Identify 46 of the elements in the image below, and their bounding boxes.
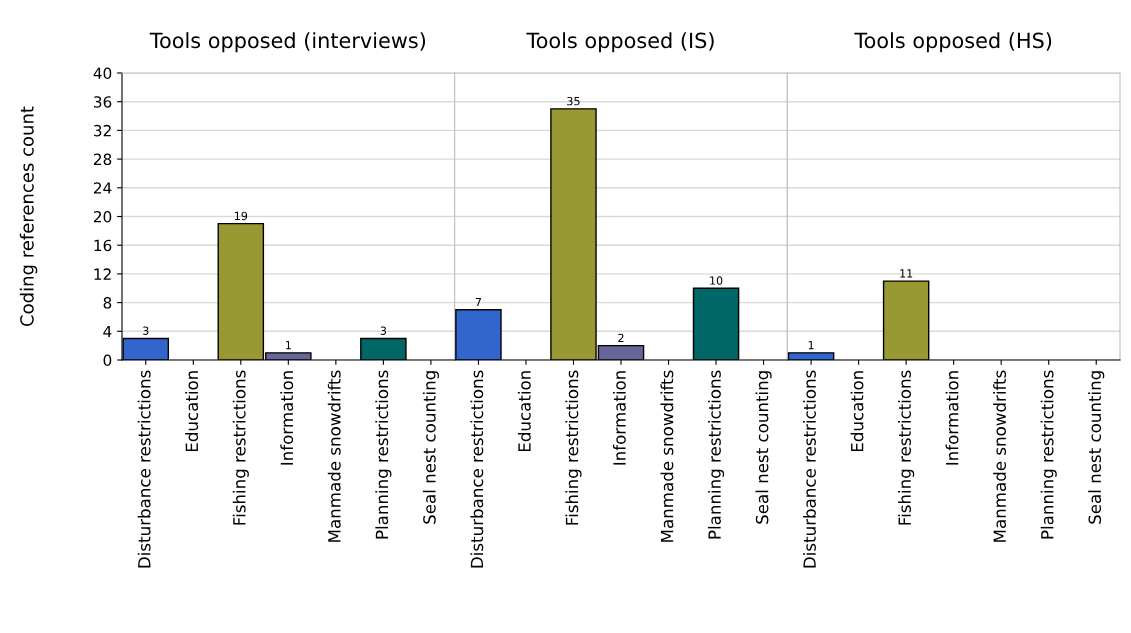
x-tick-label: Education (850, 371, 864, 452)
chart-title: Tools opposed (HS) (854, 32, 1052, 53)
y-tick-label: 24 (93, 182, 112, 194)
x-tick-label: Disturbance restrictions (137, 370, 151, 568)
data-label: 10 (710, 276, 723, 285)
x-tick-label: Disturbance restrictions (470, 370, 484, 568)
data-label: 1 (286, 341, 291, 350)
chart-title: Tools opposed (interviews) (149, 32, 426, 53)
data-label: 1 (808, 341, 814, 350)
chart-title: Tools opposed (IS) (526, 32, 714, 53)
x-tick-label: Education (517, 371, 531, 452)
x-tick-label: Information (612, 371, 626, 465)
y-tick-label: 32 (94, 124, 111, 137)
data-label: 3 (380, 326, 387, 335)
x-tick-label: Education (185, 371, 199, 452)
x-tick-label: Planning restrictions (707, 370, 725, 539)
y-tick-label: 8 (103, 297, 112, 309)
y-tick-label: 12 (94, 268, 111, 280)
data-label: 7 (475, 297, 482, 307)
y-tick-label: 36 (94, 96, 112, 108)
data-label: 2 (618, 333, 624, 342)
y-tick-label: 20 (93, 210, 112, 223)
x-tick-label: Fishing restrictions (232, 370, 249, 525)
y-tick-label: 4 (103, 325, 112, 338)
x-tick-label: Seal nest counting (755, 371, 772, 524)
data-label: 35 (567, 96, 580, 106)
x-tick-label: Information (945, 371, 959, 465)
data-label: 3 (143, 326, 149, 335)
data-label: 11 (900, 269, 913, 278)
x-tick-label: Manmade snowdrifts (993, 370, 1007, 542)
y-tick-label: 28 (93, 153, 112, 166)
x-tick-label: Planning restrictions (375, 370, 392, 539)
data-label: 19 (234, 211, 248, 221)
x-tick-label: Seal nest counting (1088, 371, 1105, 524)
x-tick-label: Information (280, 371, 294, 465)
x-tick-label: Planning restrictions (1040, 370, 1057, 539)
x-tick-label: Fishing restrictions (565, 370, 582, 525)
y-tick-label: 40 (93, 67, 112, 80)
x-tick-label: Manmade snowdrifts (660, 370, 674, 542)
y-tick-label: 16 (94, 239, 112, 252)
x-tick-label: Disturbance restrictions (803, 370, 816, 568)
x-tick-label: Fishing restrictions (898, 370, 915, 525)
y-tick-label: 0 (103, 354, 112, 367)
x-tick-label: Manmade snowdrifts (327, 370, 341, 542)
y-axis-title: Coding references count (19, 106, 38, 327)
x-tick-label: Seal nest counting (422, 371, 439, 524)
